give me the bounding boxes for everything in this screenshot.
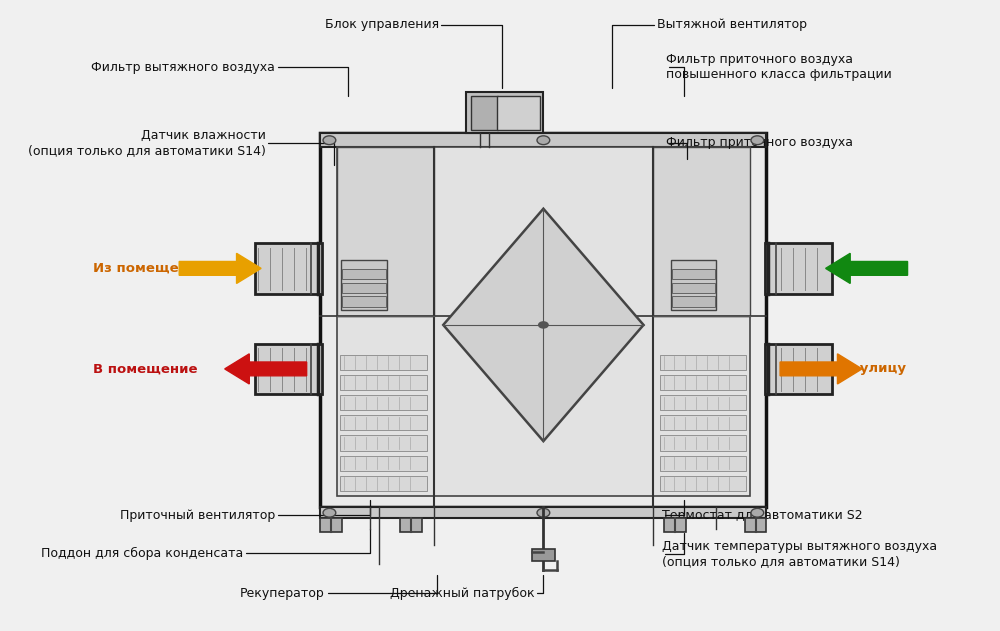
Text: Термостат для автоматики S2: Термостат для автоматики S2 (662, 509, 862, 522)
Bar (320, 133, 766, 147)
Text: Вытяжной вентилятор: Вытяжной вентилятор (657, 18, 807, 31)
Circle shape (323, 509, 336, 517)
FancyArrow shape (179, 253, 261, 283)
Text: Блок управления: Блок управления (325, 18, 439, 31)
Text: С улицы: С улицы (835, 262, 899, 275)
Text: Рекуператор: Рекуператор (240, 587, 325, 599)
Circle shape (537, 136, 550, 144)
Bar (660, 355, 746, 370)
Bar (660, 415, 746, 430)
FancyArrow shape (225, 354, 307, 384)
Bar (342, 283, 386, 293)
Bar (471, 96, 498, 130)
Text: Поддон для сбора конденсата: Поддон для сбора конденсата (41, 546, 243, 560)
Bar (532, 549, 555, 560)
Bar (745, 519, 766, 532)
Circle shape (537, 509, 550, 517)
Text: Приточный вентилятор: Приточный вентилятор (120, 509, 275, 522)
Bar (400, 519, 422, 532)
Bar (340, 355, 427, 370)
Bar (664, 519, 686, 532)
FancyArrow shape (826, 253, 908, 283)
Bar (466, 93, 543, 133)
Bar (672, 283, 715, 293)
Bar (320, 519, 342, 532)
Bar (765, 244, 832, 293)
Bar (660, 435, 746, 451)
Bar (340, 476, 427, 491)
Text: В помещение: В помещение (93, 362, 197, 375)
FancyArrow shape (780, 354, 862, 384)
Text: На улицу: На улицу (835, 362, 906, 375)
Bar (340, 375, 427, 390)
Bar (341, 260, 387, 310)
Bar (255, 244, 322, 293)
Circle shape (323, 136, 336, 144)
Bar (340, 395, 427, 410)
Bar (320, 133, 766, 507)
Bar (340, 456, 427, 471)
Text: Фильтр приточного воздуха
повышенного класса фильтрации: Фильтр приточного воздуха повышенного кл… (666, 54, 892, 81)
Bar (660, 476, 746, 491)
Bar (765, 344, 832, 394)
Bar (255, 344, 322, 394)
Bar (337, 147, 434, 317)
Polygon shape (443, 209, 644, 441)
Text: Датчик температуры вытяжного воздуха
(опция только для автоматики S14): Датчик температуры вытяжного воздуха (оп… (662, 540, 937, 569)
Bar (340, 435, 427, 451)
Bar (497, 96, 540, 130)
Circle shape (751, 136, 764, 144)
Text: Датчик влажности
(опция только для автоматики S14): Датчик влажности (опция только для автом… (28, 129, 266, 156)
Bar (320, 507, 766, 519)
Bar (342, 269, 386, 280)
Circle shape (751, 509, 764, 517)
Bar (342, 297, 386, 307)
Bar (653, 147, 750, 317)
Bar (671, 260, 716, 310)
Bar (672, 297, 715, 307)
Text: Из помещения: Из помещения (93, 262, 205, 275)
Bar (660, 395, 746, 410)
Bar (660, 375, 746, 390)
Bar (672, 269, 715, 280)
Bar (660, 456, 746, 471)
Bar (337, 147, 750, 496)
Bar (340, 415, 427, 430)
Text: Фильтр приточного воздуха: Фильтр приточного воздуха (666, 136, 853, 150)
Circle shape (538, 321, 549, 329)
Text: Дренажный патрубок: Дренажный патрубок (390, 587, 534, 599)
Text: Фильтр вытяжного воздуха: Фильтр вытяжного воздуха (91, 61, 275, 74)
